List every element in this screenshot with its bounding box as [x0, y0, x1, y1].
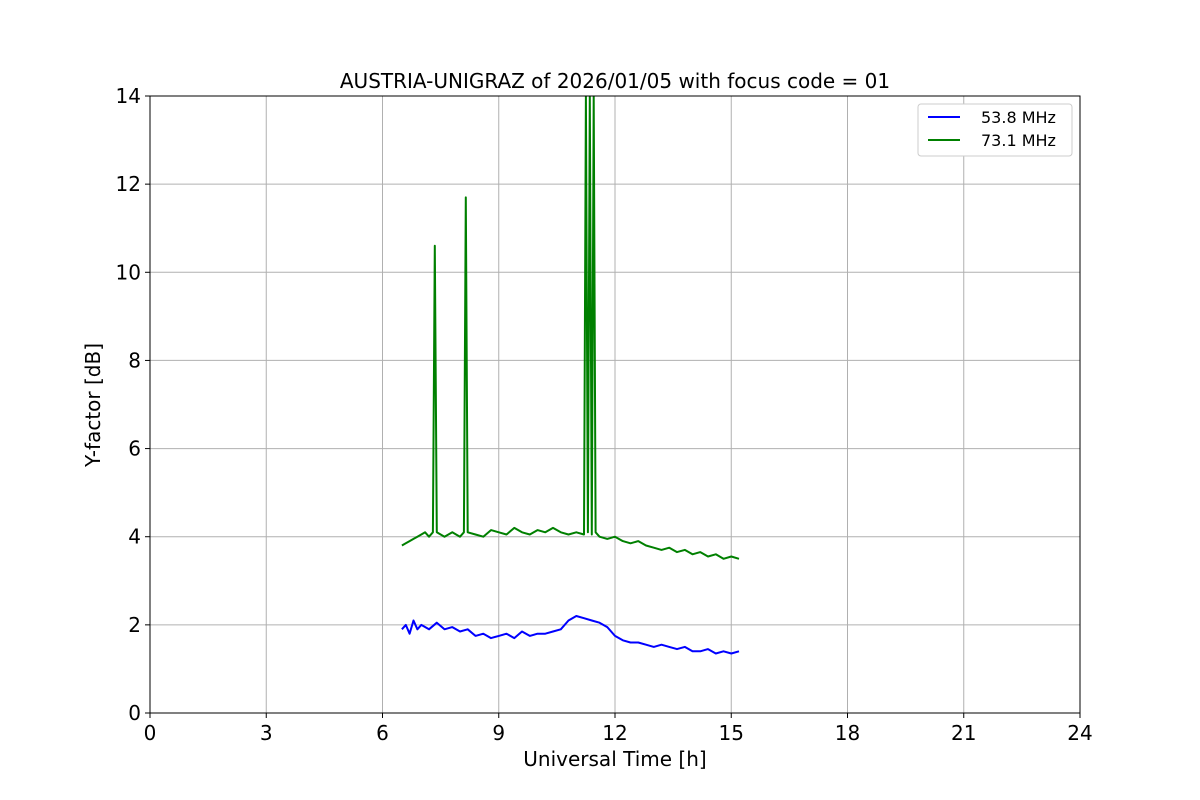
- x-tick-label: 18: [835, 721, 860, 745]
- legend-label-73-1: 73.1 MHz: [981, 131, 1056, 150]
- series-line-73-1-mhz: [401, 96, 740, 560]
- legend: 53.8 MHz 73.1 MHz: [917, 103, 1073, 157]
- chart-title: AUSTRIA-UNIGRAZ of 2026/01/05 with focus…: [340, 69, 890, 93]
- x-axis-ticks: 0 3 6 9 12 15 18 21 24: [144, 713, 1093, 745]
- y-tick-label: 4: [128, 525, 141, 549]
- y-axis-ticks: 0 2 4 6 8 10 12 14: [116, 84, 150, 725]
- y-tick-label: 8: [128, 348, 141, 372]
- x-tick-label: 24: [1067, 721, 1092, 745]
- y-tick-label: 0: [128, 701, 141, 725]
- plot-area: [401, 96, 740, 655]
- y-tick-label: 14: [116, 84, 141, 108]
- x-tick-label: 6: [376, 721, 389, 745]
- series-layer: [401, 96, 740, 655]
- x-tick-label: 21: [951, 721, 976, 745]
- y-tick-label: 12: [116, 172, 141, 196]
- x-tick-label: 3: [260, 721, 273, 745]
- y-tick-label: 6: [128, 437, 141, 461]
- x-tick-label: 15: [719, 721, 744, 745]
- x-tick-label: 0: [144, 721, 157, 745]
- x-axis-label: Universal Time [h]: [523, 747, 706, 771]
- y-tick-label: 2: [128, 613, 141, 637]
- series-line-53-8-mhz: [401, 615, 740, 655]
- y-axis-label: Y-factor [dB]: [81, 343, 105, 468]
- x-tick-label: 9: [492, 721, 505, 745]
- y-tick-label: 10: [116, 260, 141, 284]
- x-tick-label: 12: [602, 721, 627, 745]
- legend-label-53-8: 53.8 MHz: [981, 108, 1056, 127]
